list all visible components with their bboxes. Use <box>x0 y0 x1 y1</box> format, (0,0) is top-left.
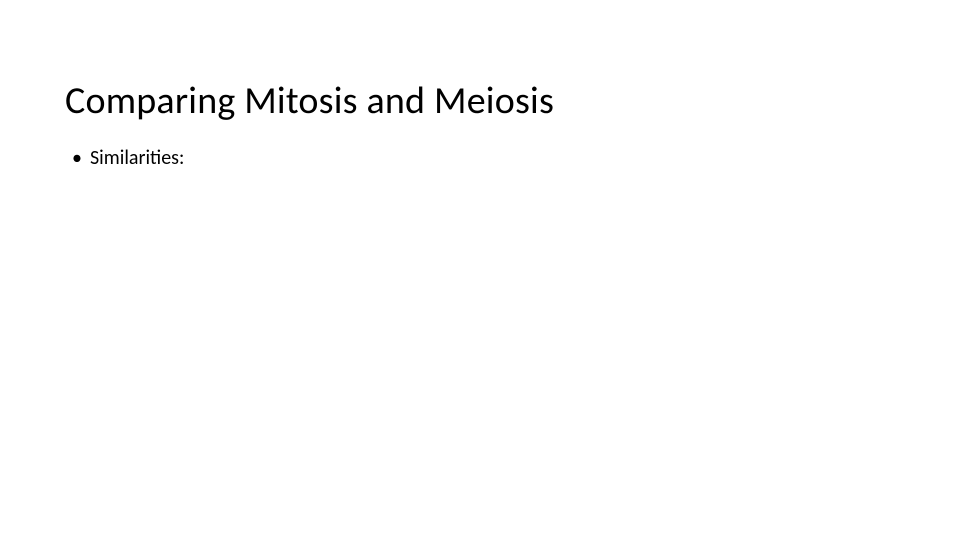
bullet-item: • Similarities: <box>72 146 184 170</box>
slide: Comparing Mitosis and Meiosis • Similari… <box>0 0 960 540</box>
bullet-text: Similarities: <box>90 146 184 170</box>
bullet-marker: • <box>72 148 82 168</box>
slide-title: Comparing Mitosis and Meiosis <box>65 78 554 124</box>
slide-body: • Similarities: <box>72 146 184 170</box>
